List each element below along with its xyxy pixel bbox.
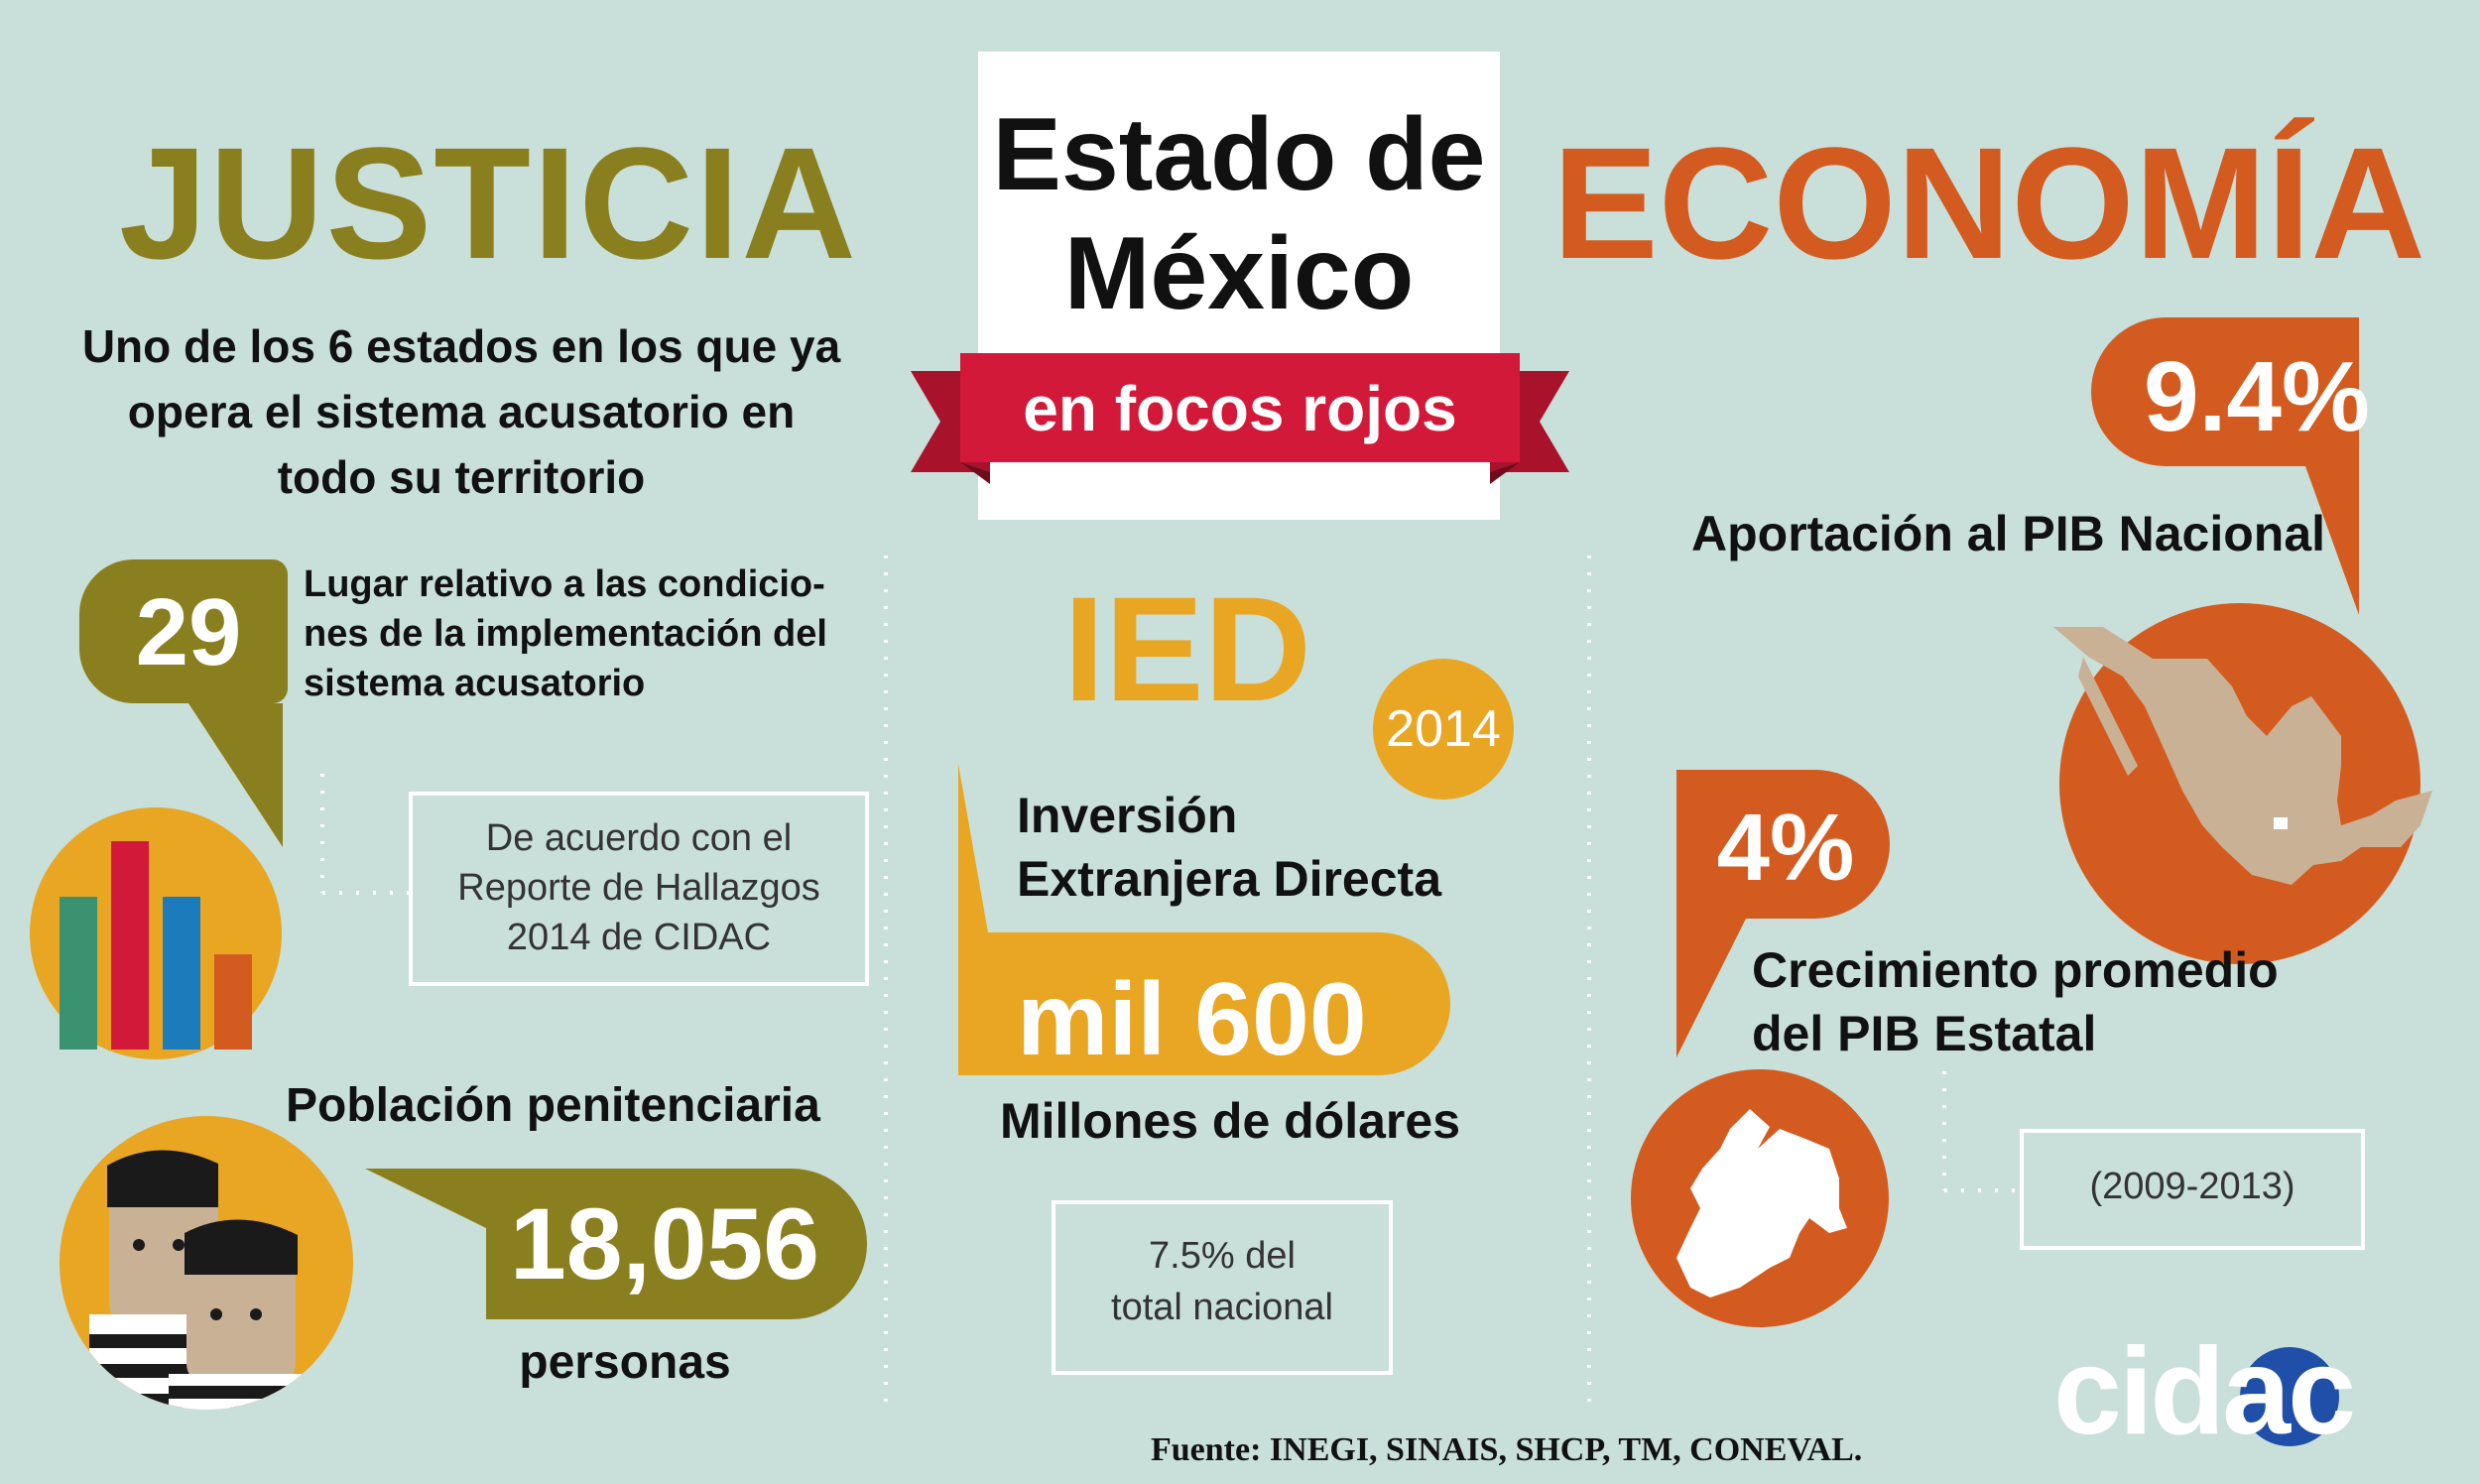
- ied-bubble: [958, 764, 1450, 1075]
- source-box: [409, 792, 869, 986]
- poblacion-bubble: [365, 1169, 867, 1319]
- ied-share-line-2: total nacional: [1111, 1287, 1333, 1328]
- growth-period-box: [2020, 1129, 2365, 1250]
- rank-bubble: [79, 559, 288, 847]
- source-box-text: De acuerdo con el Reporte de Hallazgos 2…: [409, 813, 869, 962]
- ied-year-circle: [1373, 659, 1514, 800]
- justicia-intro: Uno de los 6 estados en los que ya opera…: [20, 313, 903, 510]
- growth-bubble: [1676, 770, 1890, 1057]
- poblacion-value: 18,056: [510, 1187, 819, 1300]
- ied-value: mil 600: [1017, 962, 1367, 1077]
- poblacion-unit: personas: [519, 1336, 731, 1389]
- bar-chart-icon: [30, 807, 282, 1059]
- rank-value: 29: [135, 579, 242, 685]
- ied-share-text: 7.5% del total nacional: [1052, 1230, 1393, 1333]
- rank-text-line-1: Lugar relativo a las condicio-: [304, 563, 825, 605]
- ied-share-line-1: 7.5% del: [1149, 1235, 1296, 1277]
- ied-label-line-2: Extranjera Directa: [1017, 851, 1442, 907]
- ied-share-box: [1052, 1200, 1393, 1375]
- source-box-line-1: De acuerdo con el: [485, 817, 793, 859]
- pib-share-bubble: [2091, 317, 2359, 615]
- justicia-intro-line-3: todo su territorio: [277, 451, 646, 503]
- source-box-line-2: Reporte de Hallazgos: [457, 867, 820, 909]
- prisoners-icon: [60, 1116, 353, 1410]
- growth-label: Crecimiento promedio del PIB Estatal: [1752, 938, 2279, 1065]
- pib-share-label: Aportación al PIB Nacional: [1691, 506, 2326, 561]
- growth-label-line-1: Crecimiento promedio: [1752, 942, 2279, 998]
- growth-label-line-2: del PIB Estatal: [1752, 1006, 2097, 1061]
- justicia-intro-line-2: opera el sistema acusatorio en: [127, 386, 796, 437]
- edomex-map-icon: [1631, 1069, 1889, 1327]
- ied-year: 2014: [1386, 700, 1501, 758]
- growth-period: (2009-2013): [2089, 1166, 2295, 1207]
- ied-label-line-1: Inversión: [1017, 788, 1238, 843]
- title-line-1: Estado de: [992, 97, 1486, 212]
- rank-text: Lugar relativo a las condicio- nes de la…: [304, 559, 889, 708]
- justicia-intro-line-1: Uno de los 6 estados en los que ya: [81, 320, 841, 372]
- pib-share-value: 9.4%: [2144, 341, 2370, 452]
- growth-value: 4%: [1716, 795, 1855, 901]
- cidac-logo: [2240, 1347, 2339, 1446]
- economia-heading: ECONOMÍA: [1552, 114, 2425, 292]
- cidac-logo-text: cidac: [2053, 1323, 2356, 1460]
- footer-source: Fuente: INEGI, SINAIS, SHCP, TM, CONEVAL…: [1151, 1431, 1863, 1468]
- justicia-heading: JUSTICIA: [119, 114, 858, 292]
- rank-text-line-3: sistema acusatorio: [304, 663, 646, 704]
- poblacion-label: Población penitenciaria: [286, 1079, 820, 1132]
- ied-heading: IED: [1063, 565, 1312, 732]
- title-ribbon-text: en focos rojos: [1023, 373, 1457, 444]
- mexico-map-icon: [2053, 603, 2432, 964]
- ied-unit: Millones de dólares: [999, 1093, 1460, 1149]
- title-ribbon: [911, 353, 1569, 484]
- title-line-2: México: [1063, 216, 1415, 331]
- ied-label: Inversión Extranjera Directa: [1017, 784, 1441, 911]
- rank-text-line-2: nes de la implementación del: [304, 613, 827, 655]
- source-box-line-3: 2014 de CIDAC: [506, 917, 772, 958]
